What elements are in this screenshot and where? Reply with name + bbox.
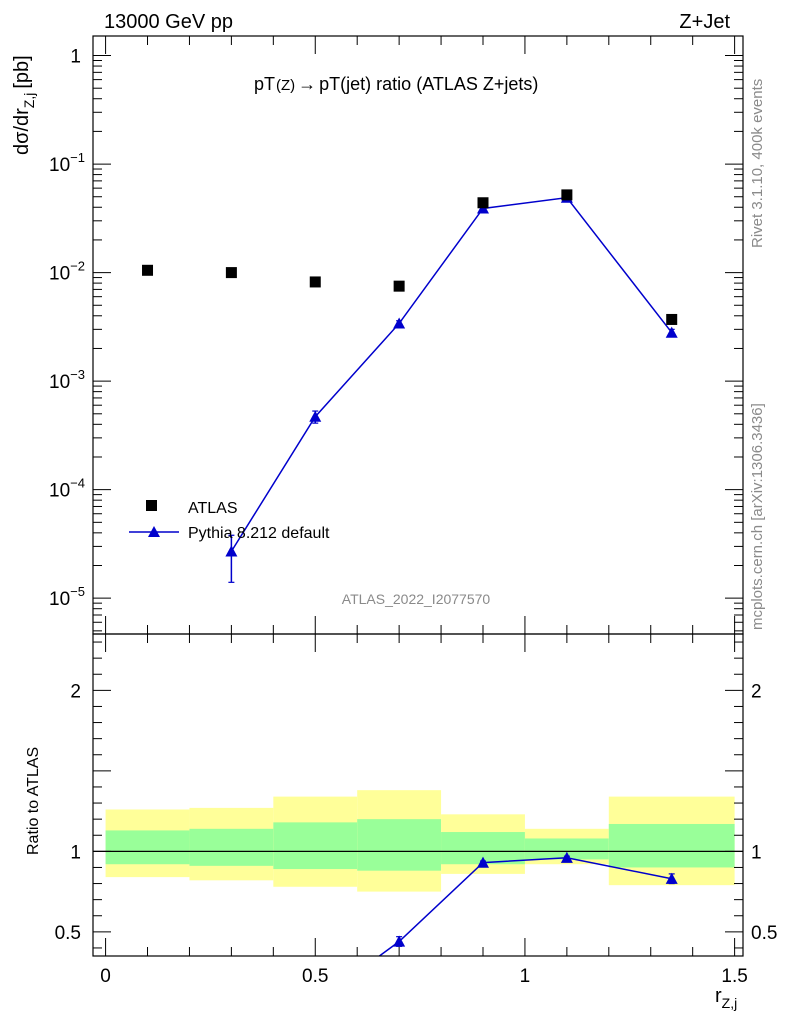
top-ytick-base-2: 10 [49,264,70,285]
bottom-panel-data [225,851,678,1017]
bot-ytick-label-left-1: 1 [70,842,81,863]
top-ytick-label-0: 1 [70,47,81,68]
legend-pythia-label: Pythia 8.212 default [188,525,330,542]
ylabel-sub: Z,j [21,93,37,109]
top-ytick-exp-5: −5 [70,584,85,599]
plot-title: pT(Z) → pT(jet) ratio (ATLAS Z+jets) [254,74,538,94]
header-right-label: Z+Jet [679,11,730,33]
green-band-6 [608,823,735,868]
atlas-point-5 [561,189,573,201]
xlabel-sub: Z,j [722,995,738,1011]
green-band-1 [189,828,274,866]
title-arrow: → [298,74,316,94]
bottom-panel-ticks: 0 0.5 1 1.5 0.5 0.5 1 1 2 2 [55,634,777,987]
atlas-point-4 [477,197,489,209]
bot-xtick-label-0: 0 [100,966,111,987]
top-ytick-base-4: 10 [49,481,70,502]
ratio-point-4 [560,851,573,863]
top-ytick-label-4: 10−4 [49,476,85,502]
green-band-5 [524,838,609,860]
atlas-point-6 [666,313,678,325]
bot-ytick-label-left-0: 0.5 [55,923,81,944]
ylabel-main: dσ/dr [11,108,33,155]
top-ytick-label-3: 10−3 [49,367,85,393]
top-ytick-base-5: 10 [49,589,70,610]
ylabel-unit: [pb] [11,55,33,88]
uncertainty-bands [105,790,735,892]
title-z: (Z) [276,77,295,94]
pythia-point-2 [393,317,406,329]
bot-xtick-label-1: 0.5 [302,966,328,987]
atlas-point-0 [142,264,154,276]
pythia-line [230,196,673,552]
top-y-axis-label: dσ/drZ,j [pb] [11,55,37,155]
top-ytick-exp-3: −3 [70,367,85,382]
ratio-pythia-line [378,857,672,956]
bot-ytick-label-right-2: 2 [751,681,762,702]
pythia-point-0 [225,545,238,557]
ratio-point-2 [393,935,406,947]
ratio-point-0 [225,1006,237,1017]
bottom-panel-frame [92,633,744,957]
top-panel-data [142,189,678,583]
xlabel-main: r [715,985,722,1007]
bot-ytick-label-right-0: 0.5 [751,923,777,944]
side-rivet-label: Rivet 3.1.10, 400k events [749,79,766,248]
side-mcplots-label: mcplots.cern.ch [arXiv:1306.3436] [749,403,766,630]
top-ytick-base-1: 10 [49,155,70,176]
green-band-0 [105,830,190,865]
top-ytick-base-3: 10 [49,372,70,393]
legend-atlas-label: ATLAS [188,500,238,517]
title-rest: pT(jet) ratio (ATLAS Z+jets) [319,74,538,94]
atlas-point-2 [309,276,321,288]
ratio-point-3 [477,856,489,868]
analysis-watermark: ATLAS_2022_I2077570 [342,591,491,607]
atlas-point-3 [393,280,405,292]
top-panel-frame [92,35,744,635]
pythia-point-5 [665,326,678,338]
green-band-3 [357,819,442,871]
ratio-point-1 [309,997,321,1008]
x-axis-label: rZ,j [715,985,737,1011]
atlas-point-1 [225,267,237,279]
legend-atlas-marker [146,500,157,511]
bot-ytick-label-left-2: 2 [70,681,81,702]
top-ytick-label-5: 10−5 [49,584,85,610]
ratio-point-5 [665,872,678,884]
bot-ytick-label-right-1: 1 [751,842,762,863]
title-main: pT [254,74,275,94]
green-band-2 [273,822,358,870]
header-left-label: 13000 GeV pp [104,11,233,33]
pythia-point-1 [309,410,322,422]
bot-xtick-label-3: 1.5 [721,966,747,987]
bottom-y-axis-label: Ratio to ATLAS [25,747,42,855]
top-panel-ticks: 110−110−210−310−410−5 [49,36,743,634]
top-ytick-exp-4: −4 [70,476,85,491]
legend-pythia-marker [148,526,160,537]
bot-xtick-label-2: 1 [520,966,531,987]
top-ytick-label-2: 10−2 [49,259,85,285]
legend: ATLAS Pythia 8.212 default [129,500,330,542]
top-ytick-exp-2: −2 [70,259,85,274]
top-ytick-label-1: 10−1 [49,150,85,176]
top-ytick-exp-1: −1 [70,150,85,165]
